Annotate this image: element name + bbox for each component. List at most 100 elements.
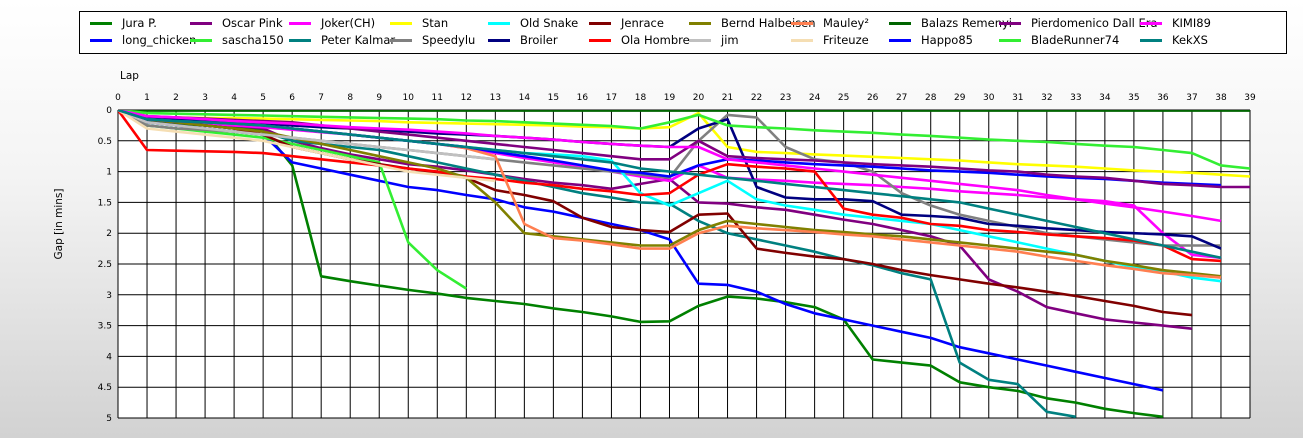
y-tick-label: 2 bbox=[106, 229, 112, 239]
x-tick-label: 35 bbox=[1128, 93, 1139, 103]
x-tick-label: 13 bbox=[490, 93, 501, 103]
y-tick-label: 0 bbox=[106, 106, 112, 116]
legend-swatch bbox=[589, 39, 611, 42]
x-tick-label: 37 bbox=[1186, 93, 1197, 103]
legend-label: Joker(CH) bbox=[321, 16, 376, 30]
x-tick-label: 12 bbox=[461, 93, 472, 103]
x-tick-label: 28 bbox=[925, 93, 937, 103]
x-tick-label: 30 bbox=[983, 93, 995, 103]
legend-swatch bbox=[390, 22, 412, 25]
x-tick-label: 21 bbox=[722, 93, 733, 103]
series-line-balazs-remenyi bbox=[118, 110, 1250, 112]
legend-swatch bbox=[289, 39, 311, 42]
legend-label: jim bbox=[721, 33, 739, 47]
legend-swatch bbox=[589, 22, 611, 25]
legend-swatch bbox=[889, 39, 911, 42]
x-tick-label: 11 bbox=[432, 93, 443, 103]
y-tick-label: 1.5 bbox=[98, 198, 112, 208]
y-tick-label: 3.5 bbox=[98, 322, 112, 332]
x-tick-label: 26 bbox=[867, 93, 879, 103]
legend-swatch bbox=[90, 39, 112, 42]
legend-label: Mauley² bbox=[823, 16, 869, 30]
legend-swatch bbox=[190, 39, 212, 42]
legend-label: KekXS bbox=[1172, 33, 1208, 47]
legend-label: Stan bbox=[422, 16, 449, 30]
x-tick-label: 3 bbox=[202, 93, 208, 103]
legend-swatch bbox=[791, 39, 813, 42]
x-tick-label: 5 bbox=[260, 93, 266, 103]
legend-label: Happo85 bbox=[921, 33, 973, 47]
legend-swatch bbox=[999, 39, 1021, 42]
y-tick-label: 4 bbox=[106, 352, 112, 362]
chart-legend: Jura P. long_chicken Oscar Pink sascha150 Jo… bbox=[79, 11, 1287, 54]
legend-label: Friteuze bbox=[823, 33, 869, 47]
legend-label: Speedylu bbox=[422, 33, 476, 47]
x-tick-label: 36 bbox=[1157, 93, 1169, 103]
series-line-kekxs bbox=[118, 110, 1222, 260]
x-tick-label: 17 bbox=[606, 93, 617, 103]
x-tick-label: 1 bbox=[144, 93, 150, 103]
x-tick-label: 7 bbox=[318, 93, 324, 103]
y-tick-label: 5 bbox=[106, 414, 112, 424]
legend-swatch bbox=[999, 22, 1021, 25]
x-tick-label: 20 bbox=[693, 93, 705, 103]
x-tick-label: 10 bbox=[403, 93, 415, 103]
legend-label: long_chicken bbox=[122, 33, 197, 47]
x-tick-label: 18 bbox=[635, 93, 647, 103]
x-tick-label: 32 bbox=[1041, 93, 1052, 103]
legend-swatch bbox=[689, 22, 711, 25]
x-tick-label: 6 bbox=[289, 93, 295, 103]
legend-swatch bbox=[390, 39, 412, 42]
y-axis-label: Gap [in mins] bbox=[53, 189, 65, 260]
legend-swatch bbox=[488, 22, 510, 25]
series-line-jim bbox=[118, 110, 496, 161]
series-line-ola-hombre bbox=[118, 110, 1222, 263]
x-tick-label: 16 bbox=[577, 93, 589, 103]
x-tick-label: 29 bbox=[954, 93, 966, 103]
legend-swatch bbox=[889, 22, 911, 25]
x-tick-label: 34 bbox=[1099, 93, 1111, 103]
legend-swatch bbox=[190, 22, 212, 25]
series-line-jura-p bbox=[118, 110, 1164, 418]
legend-label: Balazs Remenyi bbox=[921, 16, 1012, 30]
legend-label: Oscar Pink bbox=[222, 16, 283, 30]
x-tick-label: 2 bbox=[173, 93, 179, 103]
x-tick-label: 4 bbox=[231, 93, 237, 103]
x-tick-label: 19 bbox=[664, 93, 676, 103]
y-tick-label: 2.5 bbox=[98, 260, 112, 270]
legend-swatch bbox=[289, 22, 311, 25]
legend-swatch bbox=[1140, 22, 1162, 25]
x-axis-label: Lap bbox=[120, 70, 139, 82]
x-tick-label: 24 bbox=[809, 93, 821, 103]
legend-label: sascha150 bbox=[222, 33, 284, 47]
y-tick-label: 1 bbox=[106, 168, 112, 178]
y-tick-label: 3 bbox=[106, 291, 112, 301]
series-line-kimi89 bbox=[118, 110, 1222, 223]
x-tick-label: 0 bbox=[115, 93, 121, 103]
x-tick-label: 39 bbox=[1244, 93, 1256, 103]
legend-label: Ola Hombre bbox=[621, 33, 690, 47]
legend-swatch bbox=[689, 39, 711, 42]
legend-label: Jenrace bbox=[621, 16, 664, 30]
x-tick-label: 9 bbox=[376, 93, 382, 103]
series-line-stan bbox=[118, 110, 1250, 178]
legend-label: Bernd Halbeisen bbox=[721, 16, 816, 30]
legend-label: BladeRunner74 bbox=[1031, 33, 1120, 47]
series-line-bladerunner74 bbox=[118, 110, 1250, 170]
x-tick-label: 38 bbox=[1215, 93, 1227, 103]
legend-label: KIMI89 bbox=[1172, 16, 1211, 30]
x-tick-label: 25 bbox=[838, 93, 849, 103]
legend-label: Peter Kalmar bbox=[321, 33, 396, 47]
x-tick-label: 15 bbox=[548, 93, 559, 103]
legend-swatch bbox=[90, 22, 112, 25]
legend-label: Old Snake bbox=[520, 16, 579, 30]
y-tick-label: 0.5 bbox=[98, 137, 112, 147]
y-tick-label: 4.5 bbox=[98, 383, 112, 393]
x-tick-label: 22 bbox=[751, 93, 762, 103]
x-tick-label: 31 bbox=[1012, 93, 1023, 103]
legend-swatch bbox=[791, 22, 813, 25]
series-line-friteuze bbox=[118, 110, 496, 183]
legend-label: Jura P. bbox=[122, 16, 157, 30]
x-tick-label: 27 bbox=[896, 93, 907, 103]
